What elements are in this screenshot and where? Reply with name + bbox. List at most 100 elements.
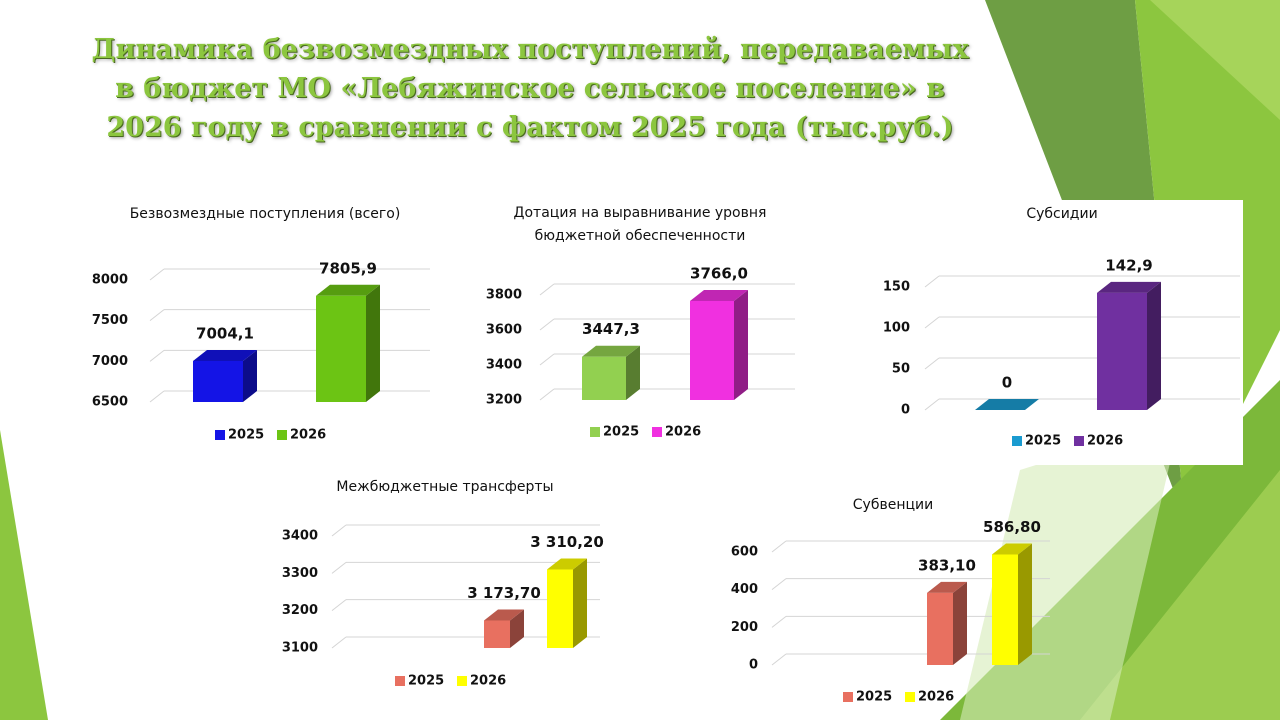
y-tick-label: 3100 — [282, 641, 318, 656]
legend-swatch — [1012, 436, 1022, 446]
bar-top — [992, 543, 1032, 555]
y-tick-label: 7000 — [92, 354, 128, 369]
bar-top — [975, 399, 1039, 410]
legend-label: 2025 — [408, 674, 444, 689]
legend-label: 2025 — [603, 425, 639, 440]
bar-side — [510, 609, 524, 648]
grid-slant — [771, 578, 787, 591]
grid-slant — [149, 390, 165, 403]
bar — [1097, 292, 1147, 410]
grid-slant — [771, 615, 787, 628]
grid-slant — [771, 540, 787, 553]
value-label: 142,9 — [1105, 256, 1152, 274]
grid-slant — [149, 309, 165, 322]
value-label: 586,80 — [983, 518, 1041, 536]
bar-top — [484, 609, 524, 621]
bar — [484, 620, 510, 648]
bg-shape — [1080, 470, 1280, 720]
bg-shape — [1150, 0, 1280, 120]
legend-label: 2026 — [290, 428, 326, 443]
bar — [316, 295, 366, 402]
value-label: 3766,0 — [690, 264, 748, 282]
value-label: 3 173,70 — [467, 584, 541, 602]
grid-slant — [539, 353, 555, 366]
bar-side — [243, 349, 257, 402]
value-label: 3 310,20 — [530, 533, 604, 551]
y-tick-label: 400 — [731, 582, 758, 597]
bar-top — [690, 289, 748, 301]
legend-swatch — [277, 430, 287, 440]
grid-slant — [149, 349, 165, 362]
bar — [193, 360, 243, 402]
legend-swatch — [905, 692, 915, 702]
chart-title: Безвозмездные поступления (всего) — [129, 206, 401, 222]
y-tick-label: 8000 — [92, 273, 128, 288]
chart-title: Дотация на выравнивание уровня бюджетной… — [513, 205, 767, 244]
y-tick-label: 7500 — [92, 313, 128, 328]
bar-side — [366, 284, 380, 402]
bar-side — [1147, 281, 1161, 410]
y-tick-label: 50 — [892, 362, 910, 377]
grid-slant — [331, 561, 347, 574]
chart-title: Субсидии — [1026, 206, 1098, 222]
value-label: 7805,9 — [319, 259, 377, 277]
legend-swatch — [395, 676, 405, 686]
bar-side — [573, 558, 587, 648]
bar — [582, 356, 626, 400]
legend-label: 2026 — [918, 690, 954, 705]
y-tick-label: 3400 — [486, 358, 522, 373]
bar — [927, 592, 953, 665]
grid-slant — [771, 653, 787, 666]
y-tick-label: 6500 — [92, 395, 128, 410]
slide-title: Динамика безвозмездных поступлений, пере… — [91, 34, 969, 143]
y-tick-label: 0 — [749, 658, 758, 673]
bar-top — [193, 349, 257, 361]
y-tick-label: 3300 — [282, 566, 318, 581]
legend-swatch — [590, 427, 600, 437]
bar-side — [734, 289, 748, 400]
legend-swatch — [457, 676, 467, 686]
legend-label: 2025 — [856, 690, 892, 705]
grid-slant — [539, 283, 555, 296]
bar-side — [626, 345, 640, 400]
grid-slant — [149, 268, 165, 281]
chart-title: Межбюджетные трансферты — [336, 479, 554, 495]
bar-top — [1097, 281, 1161, 293]
grid-slant — [924, 357, 940, 370]
bar-side — [953, 581, 967, 665]
bg-shape — [0, 430, 48, 720]
bar-top — [927, 581, 967, 593]
y-tick-label: 3400 — [282, 529, 318, 544]
bar — [992, 554, 1018, 665]
value-label: 383,10 — [918, 556, 976, 574]
y-tick-label: 3200 — [282, 603, 318, 618]
legend-swatch — [843, 692, 853, 702]
legend-swatch — [215, 430, 225, 440]
grid-slant — [924, 275, 940, 288]
legend-label: 2025 — [1025, 434, 1061, 449]
y-tick-label: 200 — [731, 620, 758, 635]
bar-top — [547, 558, 587, 570]
chart-panel — [848, 200, 1243, 465]
value-label: 7004,1 — [196, 324, 254, 342]
legend-label: 2026 — [470, 674, 506, 689]
grid-slant — [331, 599, 347, 612]
y-tick-label: 600 — [731, 545, 758, 560]
y-tick-label: 3800 — [486, 288, 522, 303]
bar-top — [582, 345, 640, 357]
y-tick-label: 3600 — [486, 323, 522, 338]
y-tick-label: 0 — [901, 403, 910, 418]
grid-slant — [539, 388, 555, 401]
value-label: 0 — [1002, 374, 1012, 392]
bar-top — [316, 284, 380, 296]
legend-swatch — [652, 427, 662, 437]
grid-slant — [331, 636, 347, 649]
y-tick-label: 150 — [883, 280, 910, 295]
y-tick-label: 3200 — [486, 393, 522, 408]
grid-slant — [924, 398, 940, 411]
legend-swatch — [1074, 436, 1084, 446]
value-label: 3447,3 — [582, 320, 640, 338]
y-tick-label: 100 — [883, 321, 910, 336]
grid-slant — [331, 524, 347, 537]
bar-side — [1018, 543, 1032, 665]
